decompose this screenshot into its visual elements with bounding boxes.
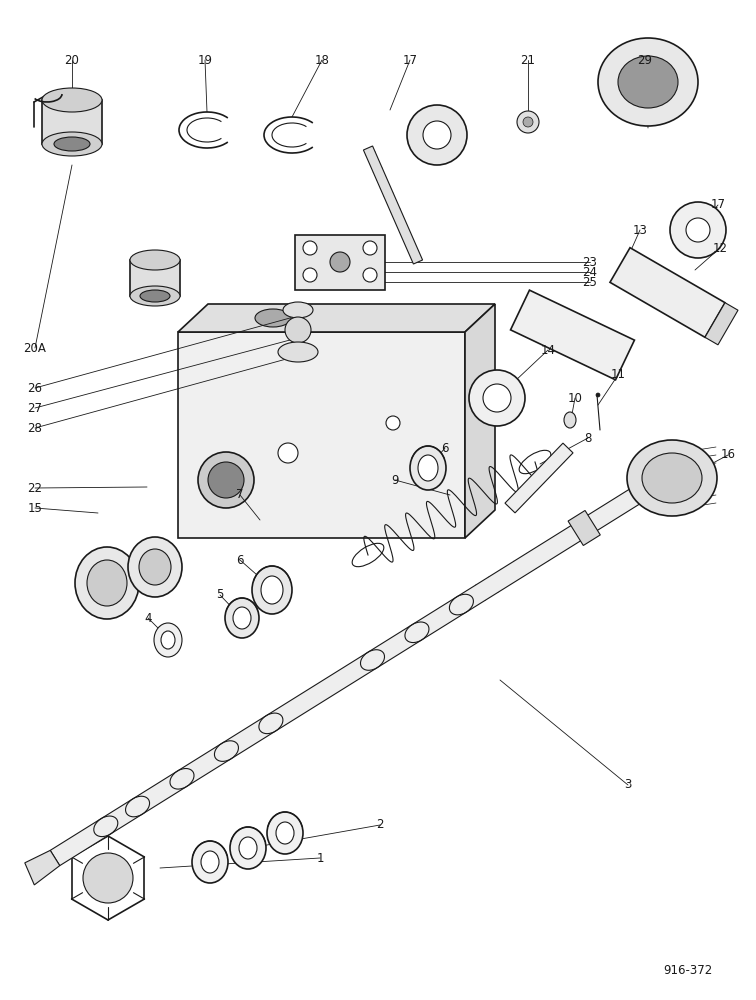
Ellipse shape xyxy=(483,384,511,412)
Circle shape xyxy=(198,452,254,508)
Circle shape xyxy=(523,117,533,127)
Ellipse shape xyxy=(283,302,313,318)
Text: 19: 19 xyxy=(197,53,212,66)
Text: 9: 9 xyxy=(392,474,398,487)
Polygon shape xyxy=(705,303,738,345)
Ellipse shape xyxy=(418,455,438,481)
Text: 12: 12 xyxy=(712,241,727,254)
Ellipse shape xyxy=(670,202,726,258)
Text: 3: 3 xyxy=(624,778,632,792)
Polygon shape xyxy=(610,248,725,337)
Polygon shape xyxy=(178,332,465,538)
Text: 916-372: 916-372 xyxy=(663,964,713,976)
Ellipse shape xyxy=(407,105,467,165)
Text: 20A: 20A xyxy=(23,342,46,355)
Ellipse shape xyxy=(54,137,90,151)
Circle shape xyxy=(208,462,244,498)
Circle shape xyxy=(303,268,317,282)
Ellipse shape xyxy=(618,56,678,108)
Text: 15: 15 xyxy=(27,502,42,514)
Polygon shape xyxy=(130,260,180,296)
Ellipse shape xyxy=(276,822,294,844)
Circle shape xyxy=(330,252,350,272)
Ellipse shape xyxy=(201,851,219,873)
Text: 24: 24 xyxy=(583,265,597,278)
Ellipse shape xyxy=(642,453,702,503)
Text: 18: 18 xyxy=(314,53,330,66)
Text: 8: 8 xyxy=(584,432,592,444)
Circle shape xyxy=(363,241,377,255)
Ellipse shape xyxy=(42,132,102,156)
Ellipse shape xyxy=(255,309,291,327)
Polygon shape xyxy=(50,454,695,866)
Ellipse shape xyxy=(564,412,576,428)
Circle shape xyxy=(596,393,600,397)
Circle shape xyxy=(303,241,317,255)
Text: 1: 1 xyxy=(316,852,324,864)
Text: 21: 21 xyxy=(520,53,535,66)
Ellipse shape xyxy=(154,623,182,657)
Ellipse shape xyxy=(278,342,318,362)
Text: 22: 22 xyxy=(27,482,42,494)
Text: 14: 14 xyxy=(541,344,556,357)
Text: 6: 6 xyxy=(236,554,243,566)
Circle shape xyxy=(285,317,311,343)
Circle shape xyxy=(278,443,298,463)
Ellipse shape xyxy=(225,598,259,638)
Ellipse shape xyxy=(139,549,171,585)
Circle shape xyxy=(386,416,400,430)
Ellipse shape xyxy=(192,841,228,883)
Text: 29: 29 xyxy=(637,53,652,66)
Ellipse shape xyxy=(75,547,139,619)
Ellipse shape xyxy=(230,827,266,869)
Text: 11: 11 xyxy=(611,368,625,381)
Ellipse shape xyxy=(598,38,698,126)
Ellipse shape xyxy=(140,290,170,302)
Text: 28: 28 xyxy=(27,422,42,434)
Polygon shape xyxy=(178,304,495,332)
Circle shape xyxy=(83,853,133,903)
Text: 2: 2 xyxy=(376,818,384,832)
Ellipse shape xyxy=(233,607,251,629)
Text: 5: 5 xyxy=(216,588,224,601)
Polygon shape xyxy=(364,146,423,264)
Ellipse shape xyxy=(239,837,257,859)
Text: 25: 25 xyxy=(583,275,597,288)
Ellipse shape xyxy=(686,218,710,242)
Polygon shape xyxy=(510,290,634,380)
Text: 20: 20 xyxy=(64,53,79,66)
Text: 4: 4 xyxy=(144,611,152,624)
Ellipse shape xyxy=(87,560,127,606)
Ellipse shape xyxy=(469,370,525,426)
Polygon shape xyxy=(465,304,495,538)
Text: 17: 17 xyxy=(402,53,417,66)
Text: 16: 16 xyxy=(720,448,736,462)
Text: 27: 27 xyxy=(27,401,42,414)
Ellipse shape xyxy=(627,440,717,516)
Text: 7: 7 xyxy=(236,488,243,502)
Text: 13: 13 xyxy=(633,224,647,236)
Text: 17: 17 xyxy=(711,198,726,212)
Ellipse shape xyxy=(252,566,292,614)
Ellipse shape xyxy=(42,88,102,112)
Ellipse shape xyxy=(423,121,451,149)
Ellipse shape xyxy=(410,446,446,490)
Ellipse shape xyxy=(267,812,303,854)
Ellipse shape xyxy=(261,576,283,604)
Ellipse shape xyxy=(128,537,182,597)
Polygon shape xyxy=(568,510,600,545)
Ellipse shape xyxy=(517,111,539,133)
Ellipse shape xyxy=(130,286,180,306)
Circle shape xyxy=(363,268,377,282)
Polygon shape xyxy=(42,100,102,144)
Polygon shape xyxy=(505,443,573,513)
Polygon shape xyxy=(295,235,385,290)
Text: 26: 26 xyxy=(27,381,42,394)
Polygon shape xyxy=(25,850,60,885)
Text: 10: 10 xyxy=(568,391,582,404)
Text: 23: 23 xyxy=(583,255,597,268)
Ellipse shape xyxy=(161,631,175,649)
Text: 6: 6 xyxy=(442,442,449,454)
Ellipse shape xyxy=(130,250,180,270)
